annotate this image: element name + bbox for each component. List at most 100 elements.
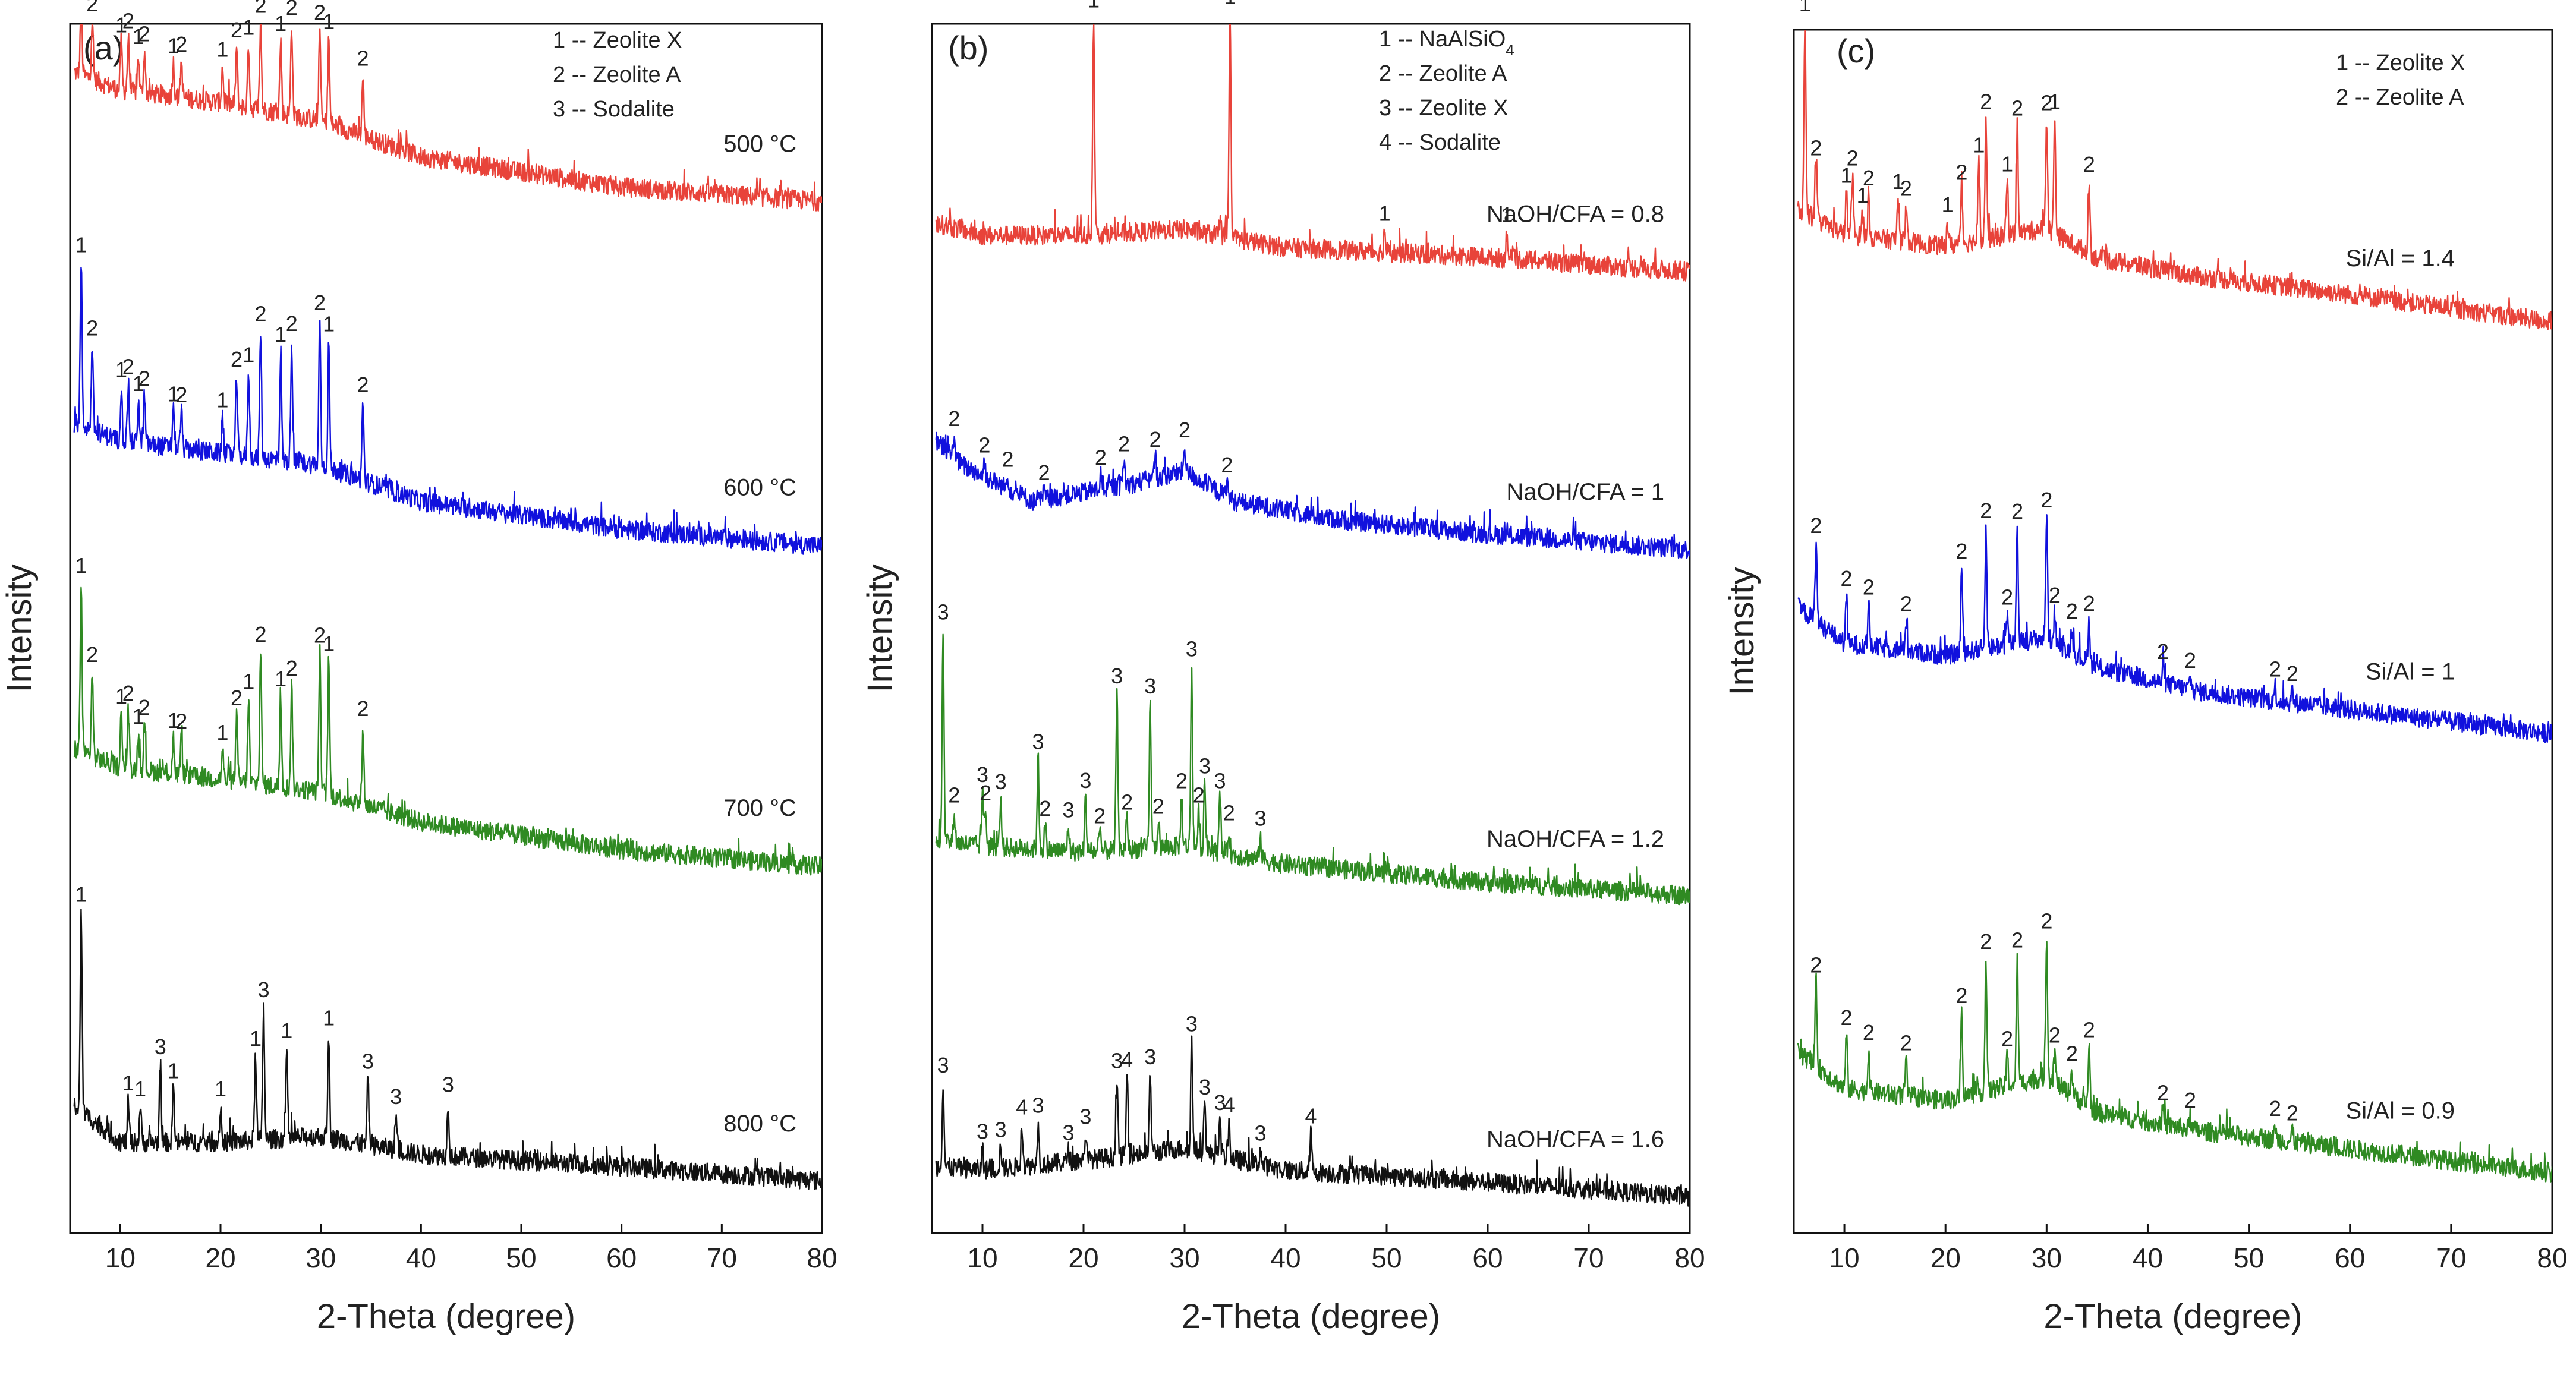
peak-label: 3 bbox=[1032, 1093, 1044, 1118]
x-axis-title: 2-Theta (degree) bbox=[317, 1297, 575, 1336]
peak-label: 3 bbox=[1111, 1049, 1123, 1073]
peak-label: 2 bbox=[1121, 790, 1133, 814]
peak-label: 2 bbox=[1847, 146, 1859, 170]
peak-label: 1 bbox=[1379, 201, 1391, 226]
peak-label: 1 bbox=[168, 33, 179, 58]
peak-label: 2 bbox=[1193, 783, 1205, 808]
peak-label: 3 bbox=[258, 977, 270, 1002]
peak-label: 2 bbox=[2049, 1023, 2061, 1048]
xrd-trace bbox=[935, 24, 1690, 282]
peak-label: 1 bbox=[243, 15, 254, 40]
peak-label: 3 bbox=[1214, 1090, 1226, 1115]
peak-label: 1 bbox=[1840, 163, 1852, 188]
series-label: 700 °C bbox=[723, 795, 796, 821]
peak-label: 1 bbox=[2001, 152, 2013, 176]
x-tick-label: 70 bbox=[707, 1243, 737, 1273]
peak-label: 1 bbox=[168, 708, 179, 733]
peak-label: 1 bbox=[323, 632, 335, 656]
peak-label: 2 bbox=[254, 0, 266, 18]
peak-label: 3 bbox=[1199, 1075, 1211, 1099]
peak-label: 3 bbox=[362, 1049, 374, 1073]
peak-label: 2 bbox=[314, 623, 326, 648]
x-tick-label: 30 bbox=[2032, 1243, 2062, 1273]
peak-label: 2 bbox=[2184, 1088, 2196, 1112]
legend-entry: 2 -- Zeolite A bbox=[2336, 85, 2464, 110]
peak-label: 4 bbox=[1305, 1103, 1317, 1128]
panel-label: (a) bbox=[83, 29, 124, 67]
peak-label: 1 bbox=[1942, 193, 1954, 217]
peak-label: 2 bbox=[286, 0, 298, 20]
series-group bbox=[935, 1035, 1690, 1207]
peak-label: 2 bbox=[2011, 499, 2023, 524]
xrd-trace bbox=[1797, 30, 2552, 330]
peak-label: 2 bbox=[2184, 648, 2196, 673]
peak-label: 1 bbox=[250, 1026, 262, 1051]
x-tick-label: 80 bbox=[807, 1243, 837, 1273]
peak-label: 2 bbox=[231, 686, 243, 710]
x-tick-label: 30 bbox=[1169, 1243, 1199, 1273]
series-group bbox=[935, 24, 1690, 282]
peak-label: 1 bbox=[1973, 133, 1985, 157]
peak-label: 2 bbox=[357, 46, 369, 70]
peak-label: 2 bbox=[86, 316, 98, 340]
x-tick-label: 50 bbox=[2234, 1243, 2264, 1273]
peak-label: 1 bbox=[215, 1077, 226, 1101]
x-tick-label: 50 bbox=[1371, 1243, 1402, 1273]
peak-label: 2 bbox=[175, 32, 187, 56]
peak-label: 1 bbox=[281, 1018, 292, 1043]
peak-label: 2 bbox=[314, 291, 326, 315]
plot-frame bbox=[931, 23, 1691, 1234]
series-label: Si/Al = 1.4 bbox=[2346, 245, 2455, 272]
peak-label: 2 bbox=[254, 302, 266, 326]
peak-label: 2 bbox=[1152, 794, 1164, 818]
panel-1: 10 20 30 40 50 60 70 80 2-Theta (degree) Intensit… bbox=[861, 0, 1705, 1336]
peak-label: 2 bbox=[2066, 1041, 2078, 1065]
peak-label: 2 bbox=[1221, 453, 1233, 477]
peak-label: 1 bbox=[2049, 90, 2061, 114]
peak-label: 2 bbox=[1810, 953, 1822, 977]
peak-label: 1 bbox=[216, 37, 228, 62]
peak-label: 2 bbox=[286, 311, 298, 336]
peak-label: 1 bbox=[1501, 203, 1513, 227]
legend-entry: 1 -- Zeolite X bbox=[2336, 51, 2465, 75]
peak-label: 2 bbox=[231, 18, 243, 42]
series-label: NaOH/CFA = 1.6 bbox=[1487, 1127, 1664, 1153]
peak-label: 2 bbox=[1176, 768, 1188, 793]
x-axis-title: 2-Theta (degree) bbox=[1182, 1297, 1440, 1336]
series-group bbox=[935, 431, 1690, 559]
peak-label: 3 bbox=[442, 1073, 454, 1097]
x-tick-label: 20 bbox=[1931, 1243, 1961, 1273]
peak-label: 2 bbox=[357, 373, 369, 397]
peak-label: 2 bbox=[231, 347, 243, 371]
peak-label: 2 bbox=[138, 21, 150, 46]
legend-entry: 2 -- Zeolite A bbox=[1379, 61, 1507, 86]
peak-label: 2 bbox=[1095, 446, 1107, 470]
y-axis-title: Intensity bbox=[1722, 567, 1761, 696]
plot-frame bbox=[1793, 29, 2553, 1234]
peak-label: 2 bbox=[1038, 461, 1050, 485]
peak-label: 2 bbox=[2083, 152, 2095, 176]
peak-label: 2 bbox=[1840, 566, 1852, 591]
peak-label: 2 bbox=[1980, 929, 1992, 954]
peak-label: 4 bbox=[1121, 1048, 1133, 1072]
peak-label: 2 bbox=[122, 681, 134, 705]
peak-label: 3 bbox=[1144, 674, 1156, 698]
peak-label: 1 bbox=[168, 1059, 179, 1083]
peak-label: 2 bbox=[2011, 96, 2023, 120]
xrd-trace bbox=[73, 586, 822, 876]
peak-label: 3 bbox=[937, 1053, 949, 1077]
peak-label: 1 bbox=[115, 12, 127, 37]
peak-label: 2 bbox=[314, 1, 326, 25]
series-group bbox=[73, 586, 822, 876]
peak-label: 2 bbox=[122, 355, 134, 379]
legend-entry: 2 -- Zeolite A bbox=[553, 62, 681, 87]
peak-label: 1 bbox=[243, 669, 254, 693]
peak-label: 2 bbox=[948, 783, 960, 807]
peak-label: 1 bbox=[323, 10, 335, 34]
peak-label: 2 bbox=[1150, 427, 1161, 452]
peak-label: 1 bbox=[216, 388, 228, 412]
legend-entry: 3 -- Zeolite X bbox=[1379, 96, 1509, 121]
x-tick-label: 80 bbox=[2537, 1243, 2567, 1273]
peak-label: 2 bbox=[2040, 488, 2052, 512]
